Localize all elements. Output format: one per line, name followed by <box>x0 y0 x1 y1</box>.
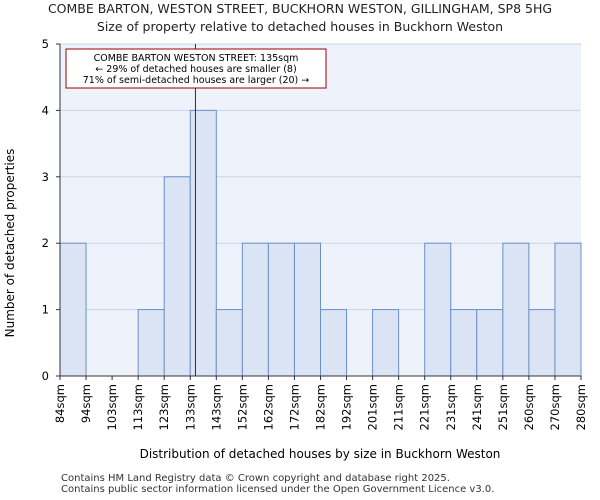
y-tick-labels: 0 1 2 3 4 5 <box>42 37 60 383</box>
bar-162sqm <box>267 242 295 377</box>
bar-270sqm <box>554 242 582 377</box>
y-tick-label-0: 0 <box>42 369 49 383</box>
bar-133sqm <box>189 109 217 377</box>
x-tick-label-182sqm: 182sqm <box>314 384 328 430</box>
bar-152sqm <box>241 242 269 377</box>
x-tick-label-162sqm: 162sqm <box>261 384 275 430</box>
bar-231sqm <box>450 309 478 377</box>
x-tick-label-221sqm: 221sqm <box>418 384 432 430</box>
x-tick-label-231sqm: 231sqm <box>444 384 458 430</box>
x-tick-label-123sqm: 123sqm <box>157 384 171 430</box>
footer-licence: Contains public sector information licen… <box>61 484 495 495</box>
x-axis-label: Distribution of detached houses by size … <box>140 447 501 461</box>
bar-113sqm <box>137 309 165 377</box>
annotation-line-3: 71% of semi-detached houses are larger (… <box>83 75 310 86</box>
x-tick-label-113sqm: 113sqm <box>131 384 145 430</box>
x-tick-label-172sqm: 172sqm <box>287 384 301 430</box>
y-tick-label-5: 5 <box>42 37 49 51</box>
x-tick-label-152sqm: 152sqm <box>235 384 249 430</box>
x-tick-label-133sqm: 133sqm <box>183 384 197 430</box>
annotation-line-1: COMBE BARTON WESTON STREET: 135sqm <box>94 53 299 64</box>
x-tick-label-280sqm: 280sqm <box>574 384 588 430</box>
x-tick-label-201sqm: 201sqm <box>366 384 380 430</box>
y-tick-label-1: 1 <box>42 303 49 317</box>
bar-123sqm <box>163 176 191 377</box>
x-tick-labels: 84sqm 94sqm 103sqm 113sqm 123sqm 133sqm 143sqm… <box>53 376 588 430</box>
x-tick-label-260sqm: 260sqm <box>522 384 536 430</box>
bar-221sqm <box>424 242 452 377</box>
x-tick-label-251sqm: 251sqm <box>496 384 510 430</box>
y-tick-label-2: 2 <box>42 236 49 250</box>
footer-copyright: Contains HM Land Registry data © Crown c… <box>61 473 450 484</box>
bar-260sqm <box>528 309 556 377</box>
annotation-box: COMBE BARTON WESTON STREET: 135sqm ← 29%… <box>65 48 327 89</box>
chart-subtitle: Size of property relative to detached ho… <box>96 19 504 34</box>
bar-201sqm <box>372 309 400 377</box>
x-tick-label-143sqm: 143sqm <box>209 384 223 430</box>
bar-84sqm <box>59 242 87 377</box>
annotation-line-2: ← 29% of detached houses are smaller (8) <box>95 64 296 75</box>
x-tick-label-241sqm: 241sqm <box>470 384 484 430</box>
x-tick-label-103sqm: 103sqm <box>105 384 119 430</box>
chart-title: COMBE BARTON, WESTON STREET, BUCKHORN WE… <box>47 1 553 16</box>
bars <box>59 109 582 377</box>
x-tick-label-192sqm: 192sqm <box>340 384 354 430</box>
y-tick-label-3: 3 <box>42 170 49 184</box>
bar-251sqm <box>502 242 530 377</box>
bar-143sqm <box>215 309 243 377</box>
x-tick-label-211sqm: 211sqm <box>392 384 406 430</box>
y-tick-label-4: 4 <box>42 103 49 117</box>
x-tick-label-270sqm: 270sqm <box>548 384 562 430</box>
bar-182sqm <box>320 309 348 377</box>
y-axis-label: Number of detached properties <box>3 149 17 338</box>
x-tick-label-84sqm: 84sqm <box>53 384 67 423</box>
x-tick-label-94sqm: 94sqm <box>79 384 93 423</box>
bar-241sqm <box>476 309 504 377</box>
bar-172sqm <box>293 242 322 377</box>
